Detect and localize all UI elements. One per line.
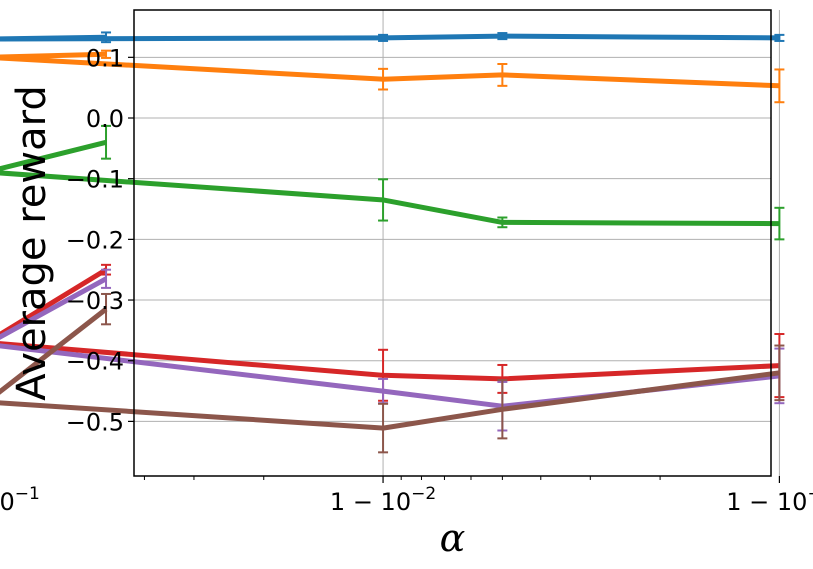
y-tick-label: −0.3 <box>66 287 124 315</box>
series-orange <box>0 49 785 104</box>
tick-labels: 0.10.0−0.1−0.2−0.3−0.4−0.51 − 10−11 − 10… <box>0 44 813 516</box>
x-tick-label-exponent: −3 <box>807 484 813 504</box>
y-tick-label: 0.0 <box>86 105 124 133</box>
series-line-blue <box>0 33 780 42</box>
y-tick-label: −0.2 <box>66 226 124 254</box>
series-line-red <box>0 267 780 382</box>
x-axis-label: α <box>440 516 466 560</box>
series-brown <box>0 292 785 454</box>
series-group <box>0 31 785 454</box>
ticks <box>128 56 780 483</box>
grid <box>134 10 780 476</box>
x-tick-label-base: 1 − 10 <box>330 488 411 516</box>
x-tick-label-base: 1 − 10 <box>726 488 807 516</box>
series-line-orange <box>0 51 780 89</box>
series-red <box>0 263 785 402</box>
y-tick-label: −0.4 <box>66 348 124 376</box>
series-line-brown <box>0 307 780 431</box>
x-tick-label-base: 1 − 10 <box>0 488 15 516</box>
y-axis-label: Average reward <box>9 85 55 401</box>
y-tick-label: 0.1 <box>86 44 124 72</box>
x-tick-label-exponent: −1 <box>15 484 40 504</box>
x-tick-label-exponent: −2 <box>411 484 436 504</box>
series-line-green <box>0 139 780 227</box>
y-tick-label: −0.5 <box>66 408 124 436</box>
x-tick-label: 1 − 10−3 <box>726 484 813 516</box>
series-blue <box>0 31 785 44</box>
x-tick-label: 1 − 10−2 <box>330 484 436 516</box>
y-tick-label: −0.1 <box>66 166 124 194</box>
plot-frame <box>133 9 772 477</box>
series-green <box>0 124 785 241</box>
x-tick-label: 1 − 10−1 <box>0 484 40 516</box>
